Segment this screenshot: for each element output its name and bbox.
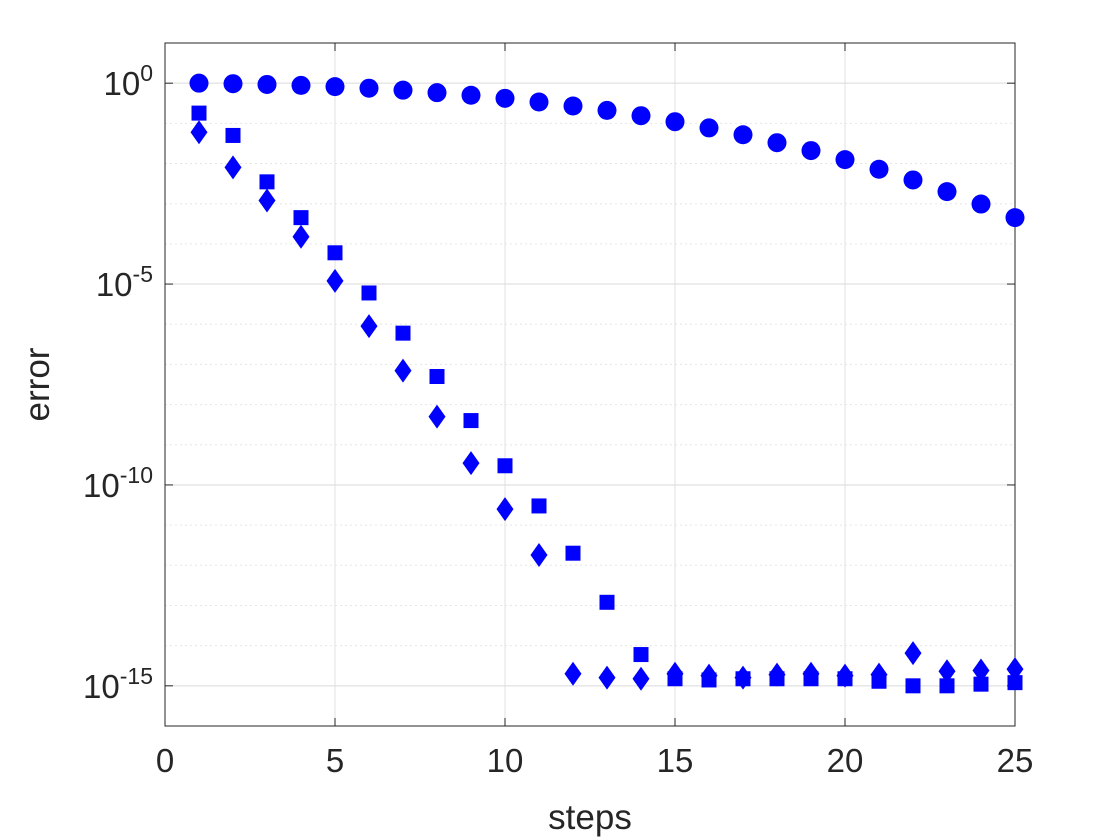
diamond-marker <box>394 358 412 383</box>
diamond-marker <box>1006 657 1024 682</box>
diamond-marker <box>904 641 922 666</box>
circle-marker <box>665 112 685 132</box>
square-marker <box>939 678 955 694</box>
circle-marker <box>359 78 379 98</box>
diamond-marker <box>428 404 446 429</box>
y-tick-label: 100 <box>103 60 153 102</box>
diamond-marker <box>938 659 956 684</box>
circle-marker <box>801 141 821 161</box>
square-marker <box>973 676 989 692</box>
diamond-marker <box>598 665 616 690</box>
y-tick-label: 10-10 <box>83 462 153 504</box>
x-tick-label: 0 <box>156 742 174 779</box>
square-marker <box>531 498 547 514</box>
y-tick-label: 10-5 <box>96 261 153 303</box>
axis-ticks <box>164 43 1016 726</box>
square-marker <box>395 325 411 341</box>
x-tick-label: 20 <box>827 742 864 779</box>
square-marker <box>327 245 343 261</box>
circle-marker <box>291 75 311 95</box>
square-marker <box>259 174 275 190</box>
diamond-marker <box>972 658 990 683</box>
circle-marker <box>903 170 923 190</box>
circle-marker <box>971 194 991 214</box>
circle-marker <box>529 92 549 112</box>
square-marker <box>293 210 309 226</box>
y-axis-label: error <box>18 347 57 421</box>
square-marker <box>599 594 615 610</box>
circle-marker <box>257 74 277 94</box>
diamond-marker <box>258 188 276 213</box>
diamond-marker <box>870 662 888 687</box>
diamond-marker <box>700 663 718 688</box>
circle-marker <box>223 74 243 94</box>
diamond-marker <box>802 661 820 686</box>
square-marker <box>429 369 445 385</box>
circle-marker <box>869 159 889 179</box>
square-marker <box>565 545 581 561</box>
diamond-marker <box>326 268 344 293</box>
plot-area-frame <box>164 42 1016 727</box>
square-marker <box>361 285 377 301</box>
square-marker <box>191 105 207 121</box>
x-tick-labels: 0 5 10 15 20 25 <box>156 742 1034 779</box>
y-tick-labels: 10-15 10-10 10-5 100 <box>83 60 153 705</box>
circle-marker <box>767 133 787 153</box>
grid-lines <box>165 42 1015 727</box>
circle-marker <box>325 77 345 97</box>
square-marker <box>633 647 649 663</box>
x-tick-label: 5 <box>326 742 344 779</box>
diamond-marker <box>190 120 208 145</box>
circle-marker <box>631 106 651 126</box>
circle-marker <box>495 88 515 108</box>
square-marker <box>463 413 479 429</box>
diamond-marker <box>564 661 582 686</box>
series-diamond <box>190 120 1024 691</box>
x-tick-label: 15 <box>657 742 694 779</box>
circle-marker <box>733 125 753 145</box>
diamond-marker <box>496 497 514 522</box>
square-marker <box>225 127 241 143</box>
x-tick-label: 25 <box>997 742 1034 779</box>
circle-marker <box>1005 208 1025 228</box>
y-tick-label: 10-15 <box>83 663 153 705</box>
diamond-marker <box>224 155 242 180</box>
diamond-marker <box>768 662 786 687</box>
x-axis-label: steps <box>548 798 632 837</box>
circle-marker <box>461 85 481 105</box>
circle-marker <box>393 80 413 100</box>
circle-marker <box>597 100 617 120</box>
diamond-marker <box>836 663 854 688</box>
diamond-marker <box>734 665 752 690</box>
square-marker <box>497 458 513 474</box>
diamond-marker <box>360 314 378 339</box>
circle-marker <box>563 96 583 116</box>
diamond-marker <box>292 224 310 249</box>
diamond-marker <box>666 661 684 686</box>
circle-marker <box>937 182 957 202</box>
data-markers <box>189 73 1025 694</box>
square-marker <box>905 678 921 694</box>
circle-marker <box>189 73 209 93</box>
diamond-marker <box>632 666 650 691</box>
diamond-marker <box>530 543 548 568</box>
circle-marker <box>699 118 719 138</box>
circle-marker <box>427 83 447 103</box>
circle-marker <box>835 150 855 170</box>
square-marker <box>1007 675 1023 691</box>
series-circle <box>189 73 1025 228</box>
x-tick-label: 10 <box>487 742 524 779</box>
diamond-marker <box>462 451 480 476</box>
